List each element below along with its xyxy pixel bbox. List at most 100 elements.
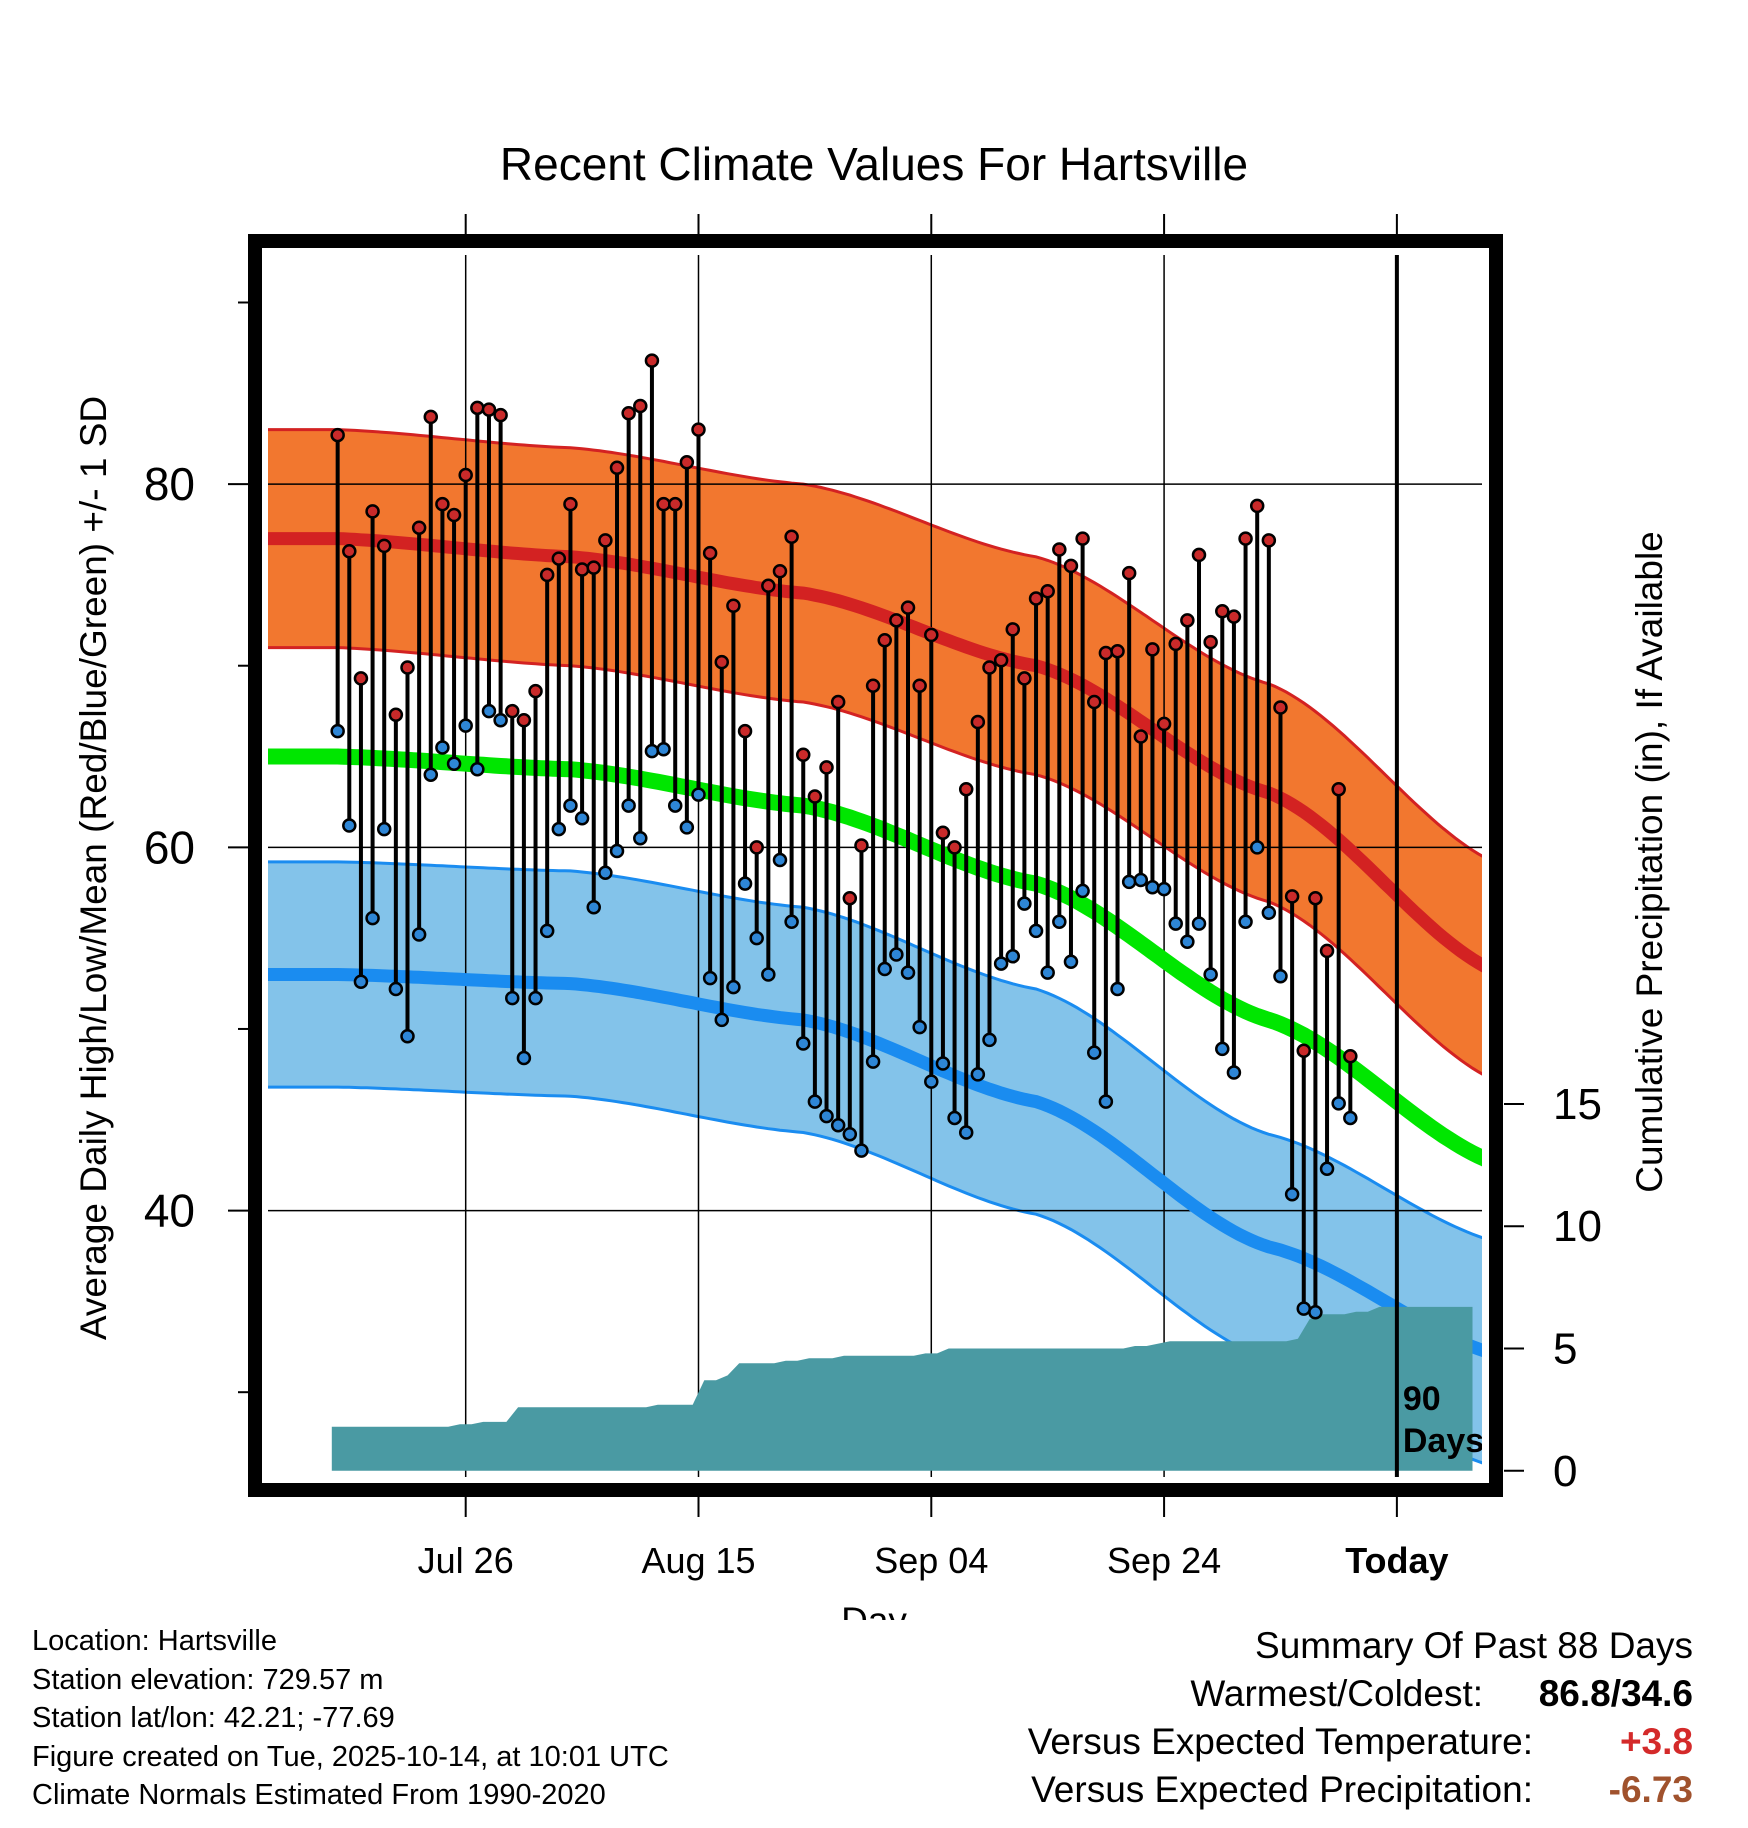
daily-low-point (889, 947, 904, 962)
normals-text: Climate Normals Estimated From 1990-2020 (32, 1779, 606, 1811)
daily-low-point (691, 787, 706, 802)
daily-high-point (481, 402, 497, 417)
daily-high-point (342, 544, 357, 559)
daily-low-point (388, 981, 404, 997)
daily-high-point (1052, 542, 1067, 557)
daily-low-point (772, 852, 788, 868)
daily-high-point (493, 407, 508, 423)
daily-high-point (574, 562, 590, 577)
daily-low-point (796, 1036, 811, 1051)
daily-high-point (656, 496, 671, 512)
daily-high-point (376, 538, 392, 554)
daily-low-point (1156, 881, 1172, 897)
x-tick-label: Today (1345, 1540, 1448, 1581)
y-tick-label: 40 (144, 1185, 195, 1237)
daily-high-point (423, 409, 439, 425)
daily-low-point (958, 1125, 974, 1140)
daily-low-point (924, 1074, 939, 1089)
y2-tick-label: 5 (1553, 1324, 1577, 1373)
daily-low-point (458, 718, 473, 733)
daily-high-point (667, 496, 683, 512)
daily-low-point (1191, 916, 1207, 931)
temp-label: Versus Expected Temperature: (1027, 1721, 1533, 1762)
latlon-text: Station lat/lon: 42.21; -77.69 (32, 1702, 395, 1734)
daily-low-point (842, 1127, 858, 1142)
daily-low-point (1063, 954, 1079, 970)
daily-high-point (1203, 634, 1218, 650)
daily-high-point (1249, 498, 1265, 514)
normal-low-line (268, 968, 1482, 1358)
daily-high-point (761, 578, 776, 594)
daily-high-point (528, 683, 543, 699)
daily-high-point (854, 838, 869, 853)
daily-high-point (772, 564, 788, 579)
normal-mean-line (268, 748, 1482, 1167)
y2-tick-label: 10 (1553, 1202, 1602, 1251)
daily-high-point (1121, 565, 1137, 581)
created-text: Figure created on Tue, 2025-10-14, at 10… (32, 1740, 669, 1773)
summary-temp-row: Versus Expected Temperature: +3.8 (1028, 1718, 1693, 1766)
daily-high-point (679, 455, 695, 470)
daily-high-point (470, 400, 485, 416)
daily-low-point (505, 990, 520, 1006)
daily-high-point (889, 613, 904, 628)
daily-low-point (1040, 965, 1055, 980)
daily-low-point (376, 821, 392, 837)
daily-low-point (737, 876, 753, 891)
daily-low-point (830, 1117, 846, 1133)
daily-high-point (1168, 636, 1183, 652)
daily-high-point (633, 398, 648, 414)
daily-low-point (1145, 880, 1160, 895)
daily-high-point (411, 520, 427, 535)
daily-high-point (702, 545, 718, 561)
daily-low-point (1075, 883, 1090, 899)
summary-heading: Summary Of Past 88 Days (1255, 1625, 1693, 1666)
daily-high-point (353, 671, 369, 686)
daily-low-point (1110, 981, 1125, 997)
daily-low-point (435, 740, 450, 755)
y-axis-label: Average Daily High/Low/Mean (Red/Blue/Gr… (73, 396, 114, 1340)
daily-low-point (598, 865, 613, 881)
daily-low-point (1180, 934, 1195, 950)
daily-high-point (598, 533, 613, 548)
summary-warmest-row: Warmest/Coldest: 86.8/34.6 (1028, 1670, 1693, 1718)
daily-high-point (714, 654, 730, 670)
daily-low-point (1238, 914, 1253, 930)
daily-low-point (1308, 1305, 1323, 1320)
daily-low-point (493, 712, 508, 728)
daily-high-point (900, 600, 916, 615)
daily-high-point (516, 712, 532, 728)
daily-high-point (912, 678, 927, 693)
daily-high-point (970, 714, 986, 730)
daily-high-point (726, 598, 741, 614)
daily-high-point (505, 703, 520, 719)
daily-high-point (1017, 671, 1032, 686)
daily-high-point (1110, 643, 1125, 659)
temp-value: +3.8 (1619, 1721, 1693, 1762)
daily-low-point (574, 811, 590, 826)
daily-low-point (807, 1094, 823, 1109)
daily-low-point (679, 820, 695, 835)
daily-high-point (1075, 531, 1090, 546)
daily-high-point (400, 660, 415, 675)
precip-label: Versus Expected Precipitation: (1031, 1769, 1533, 1810)
daily-low-point (761, 967, 776, 982)
daily-high-point (435, 496, 450, 512)
normal-high-upper-edge (268, 428, 1482, 858)
daily-low-point (1226, 1065, 1242, 1080)
daily-low-point (1203, 967, 1218, 982)
normal-low-upper-edge (268, 860, 1482, 1240)
daily-low-point (900, 965, 916, 980)
daily-high-point (586, 560, 601, 575)
daily-high-point (1028, 591, 1044, 606)
daily-high-point (1273, 700, 1288, 715)
today-days-number: 90 (1403, 1380, 1441, 1418)
daily-low-point (633, 831, 648, 846)
daily-high-point (1261, 533, 1277, 548)
daily-high-point (1180, 613, 1195, 628)
daily-low-point (470, 761, 485, 777)
daily-low-point (1133, 872, 1149, 888)
plot-frame (248, 234, 1503, 1497)
daily-low-point (1005, 949, 1021, 964)
daily-low-point (586, 900, 601, 915)
